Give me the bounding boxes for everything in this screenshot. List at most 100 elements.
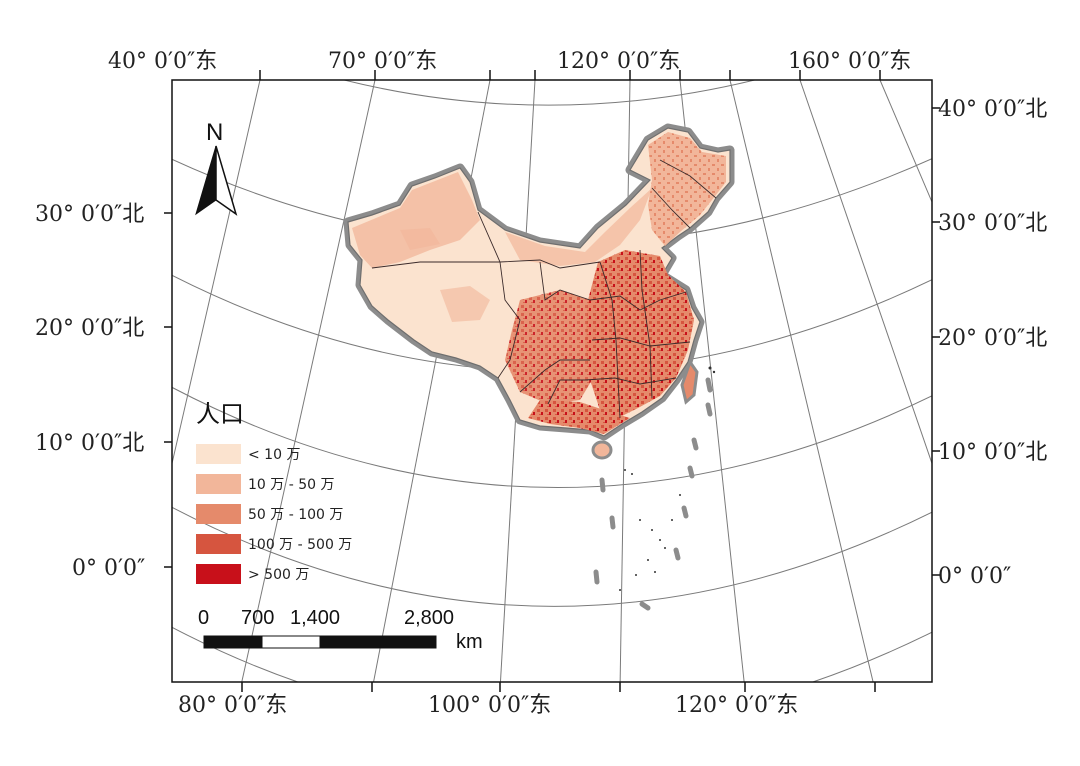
meridian-line	[241, 80, 376, 682]
legend-swatch	[196, 564, 241, 584]
region-east	[585, 250, 694, 418]
map-frame	[164, 70, 940, 692]
scale-bar: 0 700 1,400 2,800 km	[198, 607, 483, 653]
scale-unit: km	[456, 631, 483, 653]
dash-segment	[705, 377, 713, 393]
scale-tick-label: 2,800	[404, 607, 454, 629]
right-label: 30° 0′0″北	[938, 211, 1047, 236]
legend-label: 50 万 - 100 万	[248, 507, 343, 523]
province-line	[547, 379, 588, 405]
region-north-belt	[505, 188, 652, 266]
island-dot	[708, 366, 712, 370]
dash-segment	[681, 505, 689, 519]
island-dot	[651, 529, 653, 531]
north-arrow-label: N	[206, 119, 223, 146]
meridian-line	[373, 80, 491, 682]
frame-border	[171, 79, 933, 683]
province-line	[497, 261, 521, 379]
top-label: 160° 0′0″东	[788, 49, 911, 74]
island-dot	[619, 589, 621, 591]
legend: 人口 < 10 万 10 万 - 50 万 50 万 - 100 万 100 万…	[196, 400, 352, 584]
south-sea-islands	[619, 366, 716, 591]
dash-segment	[609, 515, 616, 530]
dash-segment	[691, 437, 699, 451]
meridian-line	[799, 80, 932, 465]
dash-segment	[687, 465, 695, 479]
hainan-island	[591, 440, 613, 460]
island-dot	[679, 494, 681, 496]
top-coordinate-labels: 40° 0′0″东 70° 0′0″东 120° 0′0″东 160° 0′0″…	[108, 49, 911, 74]
island-dot	[647, 559, 649, 561]
legend-item: < 10 万	[196, 444, 300, 464]
taiwan-island	[680, 358, 699, 405]
right-label: 0° 0′0″	[938, 564, 1011, 589]
legend-item: 100 万 - 500 万	[196, 534, 352, 554]
province-line	[591, 337, 691, 347]
region-central	[505, 290, 595, 404]
region-tibet-patches	[400, 228, 490, 322]
scale-tick-label: 700	[241, 607, 274, 629]
scale-segment	[203, 635, 263, 649]
latitude-line	[172, 506, 932, 607]
bottom-label: 80° 0′0″东	[178, 693, 287, 718]
north-arrow-right-half	[215, 145, 238, 216]
china-population-map	[343, 123, 735, 611]
bottom-coordinate-labels: 80° 0′0″东 100° 0′0″东 120° 0′0″东	[178, 693, 798, 718]
left-label: 20° 0′0″北	[35, 316, 144, 341]
island-dot	[624, 469, 626, 471]
left-label: 0° 0′0″	[72, 556, 145, 581]
island-dot	[671, 519, 673, 521]
province-line	[659, 159, 717, 199]
legend-label: 100 万 - 500 万	[248, 537, 352, 553]
region-northeast	[648, 132, 726, 246]
north-arrow-left-half	[195, 145, 217, 216]
meridian-line	[172, 80, 261, 466]
right-label: 10° 0′0″北	[938, 440, 1047, 465]
island-dot	[631, 473, 633, 475]
legend-item: 10 万 - 50 万	[196, 474, 334, 494]
province-line	[371, 261, 500, 269]
latitude-line	[342, 80, 757, 106]
province-line	[589, 291, 687, 311]
island-dot	[664, 547, 666, 549]
legend-swatch	[196, 534, 241, 554]
top-label: 70° 0′0″东	[328, 49, 437, 74]
scale-segment	[319, 635, 437, 649]
legend-item: > 500 万	[196, 564, 309, 584]
right-label: 40° 0′0″北	[938, 97, 1047, 122]
meridian-line	[879, 80, 932, 204]
legend-item: 50 万 - 100 万	[196, 504, 343, 524]
province-line	[651, 187, 691, 229]
scale-tick-label: 0	[198, 607, 209, 629]
meridian-line	[729, 80, 874, 682]
left-label: 10° 0′0″北	[35, 431, 144, 456]
island-dot	[712, 370, 716, 374]
dash-segment	[639, 601, 651, 611]
legend-swatch	[196, 504, 241, 524]
right-label: 20° 0′0″北	[938, 326, 1047, 351]
nine-dash-line	[593, 377, 713, 611]
north-arrow-icon: N	[195, 119, 238, 216]
right-coordinate-labels: 40° 0′0″北 30° 0′0″北 20° 0′0″北 10° 0′0″北 …	[938, 97, 1047, 589]
latitude-line	[172, 386, 932, 489]
bottom-label: 120° 0′0″东	[675, 693, 798, 718]
province-line	[519, 359, 590, 393]
dash-segment	[599, 477, 606, 493]
legend-label: > 500 万	[248, 567, 309, 583]
province-boundaries	[371, 159, 717, 419]
left-label: 30° 0′0″北	[35, 202, 144, 227]
island-dot	[639, 519, 641, 521]
island-dot	[654, 571, 656, 573]
bottom-label: 100° 0′0″东	[428, 693, 551, 718]
province-line	[584, 377, 677, 385]
dash-segment	[705, 402, 713, 417]
island-dot	[635, 574, 637, 576]
legend-label: < 10 万	[248, 447, 300, 463]
region-northwest	[352, 172, 480, 268]
legend-swatch	[196, 444, 241, 464]
dash-segment	[593, 569, 600, 585]
legend-label: 10 万 - 50 万	[248, 477, 334, 493]
top-label: 40° 0′0″东	[108, 49, 217, 74]
province-line	[599, 261, 621, 419]
